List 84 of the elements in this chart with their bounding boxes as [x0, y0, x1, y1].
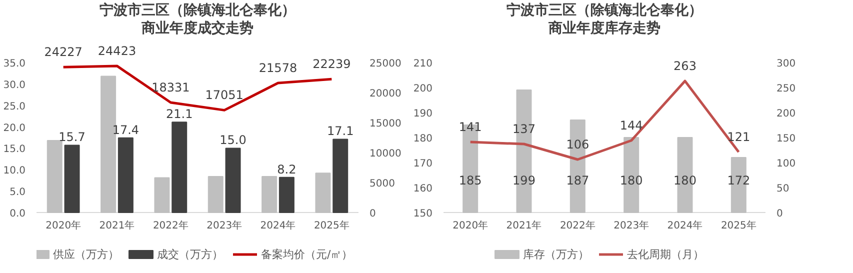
- data-label: 263: [674, 59, 696, 73]
- y2-tick-label: 15000: [370, 118, 402, 130]
- y-tick-label: 150: [413, 208, 433, 220]
- data-label: 17051: [205, 88, 244, 102]
- x-tick-label: 2022年: [152, 220, 188, 232]
- data-label: 22239: [312, 57, 351, 72]
- bar: [154, 177, 170, 213]
- y2-tick-label: 5000: [370, 178, 395, 190]
- y2-tick-label: 0: [370, 208, 376, 220]
- x-tick-label: 2025年: [314, 220, 350, 232]
- data-label: 24423: [98, 44, 136, 58]
- chart-subtitle: 商业年度成交走势: [140, 20, 254, 36]
- data-label: 21578: [258, 61, 298, 76]
- bar: [208, 176, 224, 213]
- y-tick-label: 25.0: [3, 101, 26, 112]
- x-tick-label: 2020年: [452, 220, 488, 232]
- y2-tick-label: 300: [776, 58, 796, 70]
- x-tick-label: 2022年: [560, 220, 596, 232]
- y2-tick-label: 150: [776, 134, 796, 144]
- legend-label: 库存（万方）: [523, 248, 589, 261]
- x-tick-label: 2021年: [506, 220, 542, 232]
- data-label: 18331: [152, 80, 190, 95]
- bar: [64, 144, 80, 213]
- legend-label: 备案均价（元/㎡）: [261, 248, 353, 261]
- data-label: 121: [727, 130, 750, 144]
- data-label: 172: [727, 174, 750, 188]
- y-tick-label: 160: [413, 184, 433, 194]
- data-label: 24227: [44, 45, 82, 60]
- y2-tick-label: 20000: [370, 88, 402, 100]
- y-tick-label: 190: [413, 108, 433, 120]
- bar: [262, 176, 278, 213]
- y-tick-label: 180: [413, 134, 433, 144]
- y-tick-label: 170: [413, 158, 433, 170]
- data-label: 137: [512, 122, 536, 136]
- x-tick-label: 2023年: [614, 220, 650, 232]
- y-tick-label: 30.0: [3, 80, 26, 91]
- legend-label: 供应（万方）: [53, 248, 119, 261]
- y2-tick-label: 25000: [370, 58, 402, 70]
- data-label: 17.1: [327, 124, 354, 138]
- y-tick-label: 5.0: [10, 187, 26, 198]
- data-label: 8.2: [277, 162, 296, 176]
- data-label: 187: [566, 174, 590, 188]
- y-tick-label: 0.0: [10, 208, 26, 220]
- y-tick-label: 15.0: [3, 144, 26, 156]
- data-label: 180: [620, 174, 643, 188]
- y2-tick-label: 100: [776, 158, 796, 170]
- y-tick-label: 10.0: [3, 166, 26, 177]
- data-label: 180: [674, 174, 696, 188]
- data-label: 199: [512, 174, 536, 188]
- y2-tick-label: 250: [776, 84, 796, 94]
- data-label: 185: [458, 174, 482, 188]
- y2-tick-label: 200: [776, 108, 796, 120]
- x-tick-label: 2024年: [260, 220, 296, 232]
- y2-tick-label: 0: [776, 208, 783, 220]
- x-tick-label: 2025年: [720, 220, 756, 232]
- legend-label: 成交（万方）: [157, 248, 223, 261]
- y-tick-label: 200: [413, 84, 433, 94]
- bar: [118, 137, 134, 213]
- data-label: 15.7: [58, 130, 86, 144]
- y-tick-label: 210: [413, 58, 433, 70]
- data-label: 141: [458, 120, 482, 134]
- bar: [225, 148, 241, 213]
- bar: [315, 172, 331, 213]
- data-label: 106: [566, 138, 590, 152]
- legend-label: 去化周期（月）: [627, 248, 704, 261]
- bar: [278, 176, 294, 213]
- x-tick-label: 2021年: [99, 220, 135, 232]
- x-tick-label: 2024年: [667, 220, 703, 232]
- bar: [172, 122, 188, 213]
- bar: [46, 140, 62, 213]
- x-tick-label: 2020年: [46, 220, 82, 232]
- y-tick-label: 35.0: [3, 58, 26, 70]
- data-label: 17.4: [112, 122, 140, 137]
- chart-subtitle: 商业年度库存走势: [548, 20, 660, 36]
- data-label: 144: [620, 118, 643, 132]
- chart-title: 宁波市三区（除镇海北仑奉化）: [100, 2, 296, 18]
- chart-title: 宁波市三区（除镇海北仑奉化）: [506, 2, 702, 18]
- data-label: 21.1: [166, 107, 193, 122]
- bar: [332, 138, 348, 213]
- x-tick-label: 2023年: [206, 220, 242, 232]
- data-label: 15.0: [220, 133, 246, 148]
- y2-tick-label: 10000: [370, 148, 402, 160]
- y2-tick-label: 50: [776, 184, 790, 194]
- y-tick-label: 20.0: [3, 122, 26, 134]
